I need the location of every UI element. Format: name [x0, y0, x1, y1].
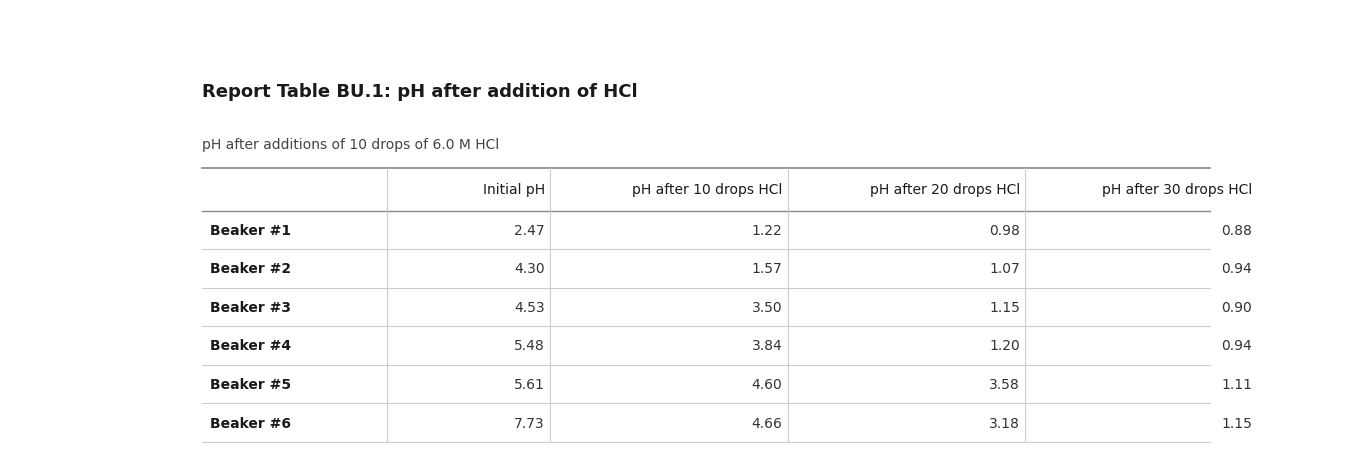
Text: pH after 30 drops HCl: pH after 30 drops HCl — [1102, 183, 1252, 197]
Text: pH after additions of 10 drops of 6.0 M HCl: pH after additions of 10 drops of 6.0 M … — [202, 138, 498, 152]
Text: 1.22: 1.22 — [752, 223, 782, 238]
Text: 3.50: 3.50 — [752, 300, 782, 314]
Text: 1.11: 1.11 — [1222, 377, 1252, 391]
Text: Beaker #2: Beaker #2 — [210, 262, 291, 276]
Text: 3.58: 3.58 — [989, 377, 1020, 391]
Text: 3.84: 3.84 — [752, 339, 782, 353]
Text: 7.73: 7.73 — [515, 416, 545, 430]
Text: 5.61: 5.61 — [513, 377, 545, 391]
Text: pH after 10 drops HCl: pH after 10 drops HCl — [632, 183, 782, 197]
Text: 1.20: 1.20 — [989, 339, 1020, 353]
Text: 0.90: 0.90 — [1222, 300, 1252, 314]
Text: 1.15: 1.15 — [1222, 416, 1252, 430]
Text: 2.47: 2.47 — [515, 223, 545, 238]
Text: Initial pH: Initial pH — [484, 183, 545, 197]
Text: Beaker #1: Beaker #1 — [210, 223, 291, 238]
Text: Beaker #5: Beaker #5 — [210, 377, 291, 391]
Text: 4.66: 4.66 — [752, 416, 782, 430]
Text: 0.88: 0.88 — [1222, 223, 1252, 238]
Text: 5.48: 5.48 — [515, 339, 545, 353]
Text: 1.07: 1.07 — [989, 262, 1020, 276]
Text: Beaker #3: Beaker #3 — [210, 300, 291, 314]
Text: 3.18: 3.18 — [989, 416, 1020, 430]
Text: Beaker #4: Beaker #4 — [210, 339, 291, 353]
Text: 4.53: 4.53 — [515, 300, 545, 314]
Text: 0.98: 0.98 — [989, 223, 1020, 238]
Text: 0.94: 0.94 — [1222, 262, 1252, 276]
Text: pH after 20 drops HCl: pH after 20 drops HCl — [870, 183, 1020, 197]
Text: 1.15: 1.15 — [989, 300, 1020, 314]
Text: 1.57: 1.57 — [752, 262, 782, 276]
Text: 0.94: 0.94 — [1222, 339, 1252, 353]
Text: 4.30: 4.30 — [515, 262, 545, 276]
Text: 4.60: 4.60 — [752, 377, 782, 391]
Text: Report Table BU.1: pH after addition of HCl: Report Table BU.1: pH after addition of … — [202, 83, 637, 101]
Text: Beaker #6: Beaker #6 — [210, 416, 291, 430]
